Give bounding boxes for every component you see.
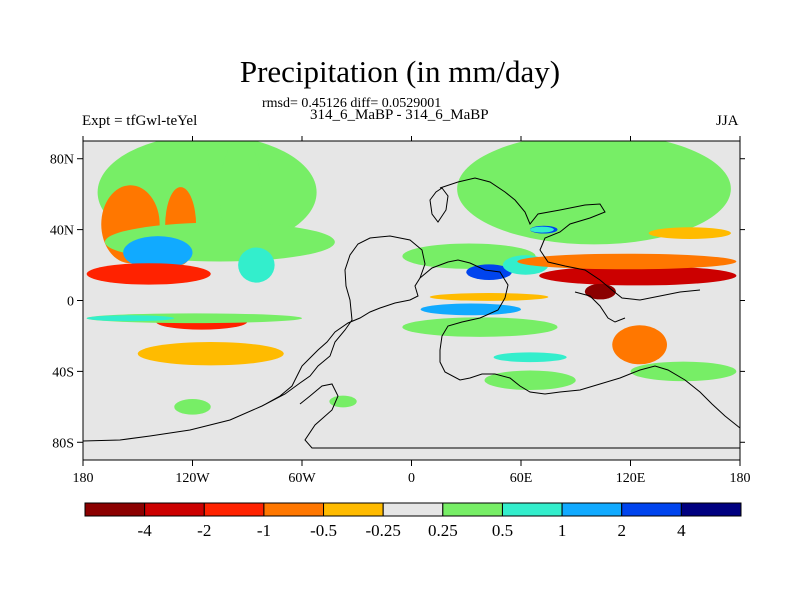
contour-southern-atlantic-green [329, 395, 357, 408]
contour-australia-orange [612, 325, 667, 365]
x-tick-label: 180 [73, 471, 94, 486]
x-tick-label: 0 [408, 471, 415, 486]
colorbar-swatch [382, 502, 444, 517]
contour-north-pacific-rain-deficit [86, 263, 211, 285]
colorbar-label: -0.25 [365, 521, 400, 540]
africa-coast [419, 259, 546, 395]
contour-north-east-asia-cyan [530, 226, 554, 233]
colorbar-swatch [203, 502, 265, 517]
contour-south-pacific-yellow-blob [137, 341, 284, 366]
contour-north-atlantic-green-2 [219, 141, 262, 250]
contour-north-west-pacific-orange [648, 227, 731, 240]
colorbar-swatch [84, 502, 146, 517]
greenland-coast [429, 187, 449, 223]
y-tick-label: 0 [67, 295, 74, 310]
y-tick-label: 80N [50, 153, 74, 168]
colorbar: -4 -2 -1 -0.5 -0.25 0.25 0.5 1 2 4 [84, 502, 742, 540]
x-tick-label: 120E [616, 471, 646, 486]
contour-eurasia-green-band [457, 141, 731, 245]
colorbar-label: 0.5 [492, 521, 513, 540]
chart-title: Precipitation (in mm/day) [239, 54, 561, 89]
contour-asia-orange-band [517, 253, 737, 270]
y-tick-label: 80S [52, 436, 74, 451]
rmsd-diff-stats: rmsd= 0.45126 diff= 0.0529001 [262, 96, 442, 111]
south-america-coast [83, 235, 426, 442]
colorbar-label: -0.5 [310, 521, 337, 540]
colorbar-label: 4 [677, 521, 686, 540]
colorbar-swatch [501, 502, 563, 517]
colorbar-swatch [263, 502, 325, 517]
colorbar-label: 0.25 [428, 521, 458, 540]
colorbar-swatch [561, 502, 623, 517]
y-tick-label: 40S [52, 365, 74, 380]
contour-south-atlantic-green [402, 317, 558, 337]
maritime-continent-coast [574, 291, 626, 323]
colorbar-swatch [621, 502, 682, 517]
contour-north-pacific-cyan-small [238, 247, 275, 283]
antarctica-coast [299, 383, 740, 449]
x-axis: 180 120W 60W 0 60E 120E 180 [73, 136, 751, 486]
colorbar-label: -2 [197, 521, 211, 540]
contour-africa-green [402, 243, 536, 269]
contour-southern-ocean-green [174, 399, 211, 415]
colorbar-label: 2 [617, 521, 626, 540]
contour-africa-blue-core [466, 264, 512, 280]
eurasia-coast [439, 177, 701, 301]
colorbar-swatch [442, 502, 503, 517]
contour-south-atlantic-yellow [429, 293, 549, 301]
experiment-label: Expt = tfGwl-teYel [82, 113, 198, 129]
x-tick-label: 120W [175, 471, 210, 486]
colorbar-swatch [323, 502, 384, 517]
contour-maritime-deep-red [584, 283, 616, 300]
coastline-outline [83, 177, 740, 449]
colorbar-label: -4 [138, 521, 153, 540]
x-tick-label: 180 [730, 471, 751, 486]
y-axis: 80N 40N 0 40S 80S [50, 153, 745, 451]
australia-coast [544, 365, 740, 429]
contour-south-pacific-east-green [630, 361, 737, 382]
contour-south-atlantic-cyan [420, 303, 521, 316]
colorbar-label: -1 [257, 521, 271, 540]
contour-south-indian-cyan [493, 352, 567, 363]
contour-north-mid-cyan [123, 236, 193, 270]
x-tick-label: 60W [288, 471, 316, 486]
colorbar-label: 1 [558, 521, 567, 540]
contour-south-pacific-cyan [86, 315, 175, 322]
y-tick-label: 40N [50, 224, 74, 239]
contour-asia-red-band [539, 265, 737, 286]
colorbar-swatch [144, 502, 205, 517]
colorbar-swatch [680, 502, 742, 517]
x-tick-label: 60E [510, 471, 533, 486]
contour-south-indian-green [484, 370, 576, 390]
season-label: JJA [716, 113, 739, 129]
case-label: 314_6_MaBP - 314_6_MaBP [310, 107, 489, 123]
